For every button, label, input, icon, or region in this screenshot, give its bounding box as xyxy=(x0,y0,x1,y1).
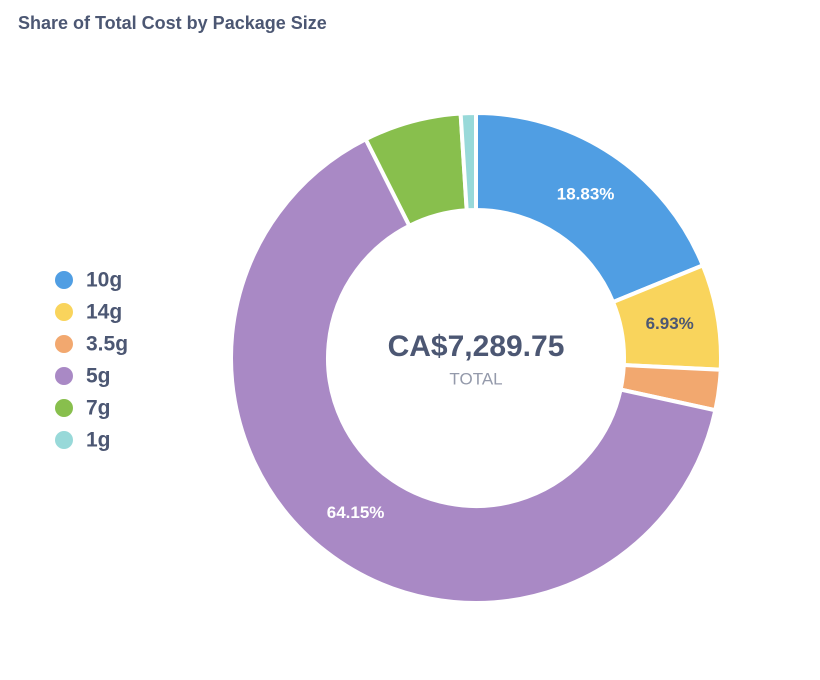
legend-label: 10g xyxy=(86,269,122,292)
legend-swatch xyxy=(55,367,73,385)
legend-swatch xyxy=(55,271,73,289)
legend-label: 3.5g xyxy=(86,333,128,356)
legend-label: 5g xyxy=(86,365,111,388)
donut-segment xyxy=(229,136,718,605)
legend-swatch xyxy=(55,431,73,449)
data-label: 64.15% xyxy=(327,503,385,522)
legend-swatch xyxy=(55,335,73,353)
data-label: 18.83% xyxy=(557,184,615,203)
legend-swatch xyxy=(55,399,73,417)
total-label: TOTAL xyxy=(449,369,502,388)
legend-label: 1g xyxy=(86,429,111,452)
legend-swatch xyxy=(55,303,73,321)
legend-label: 14g xyxy=(86,301,122,324)
total-value: CA$7,289.75 xyxy=(388,330,565,363)
donut-segment xyxy=(458,110,478,213)
donut-segment xyxy=(474,110,706,305)
legend-label: 7g xyxy=(86,397,111,420)
chart-title: Share of Total Cost by Package Size xyxy=(18,13,327,33)
data-label: 6.93% xyxy=(646,314,694,333)
